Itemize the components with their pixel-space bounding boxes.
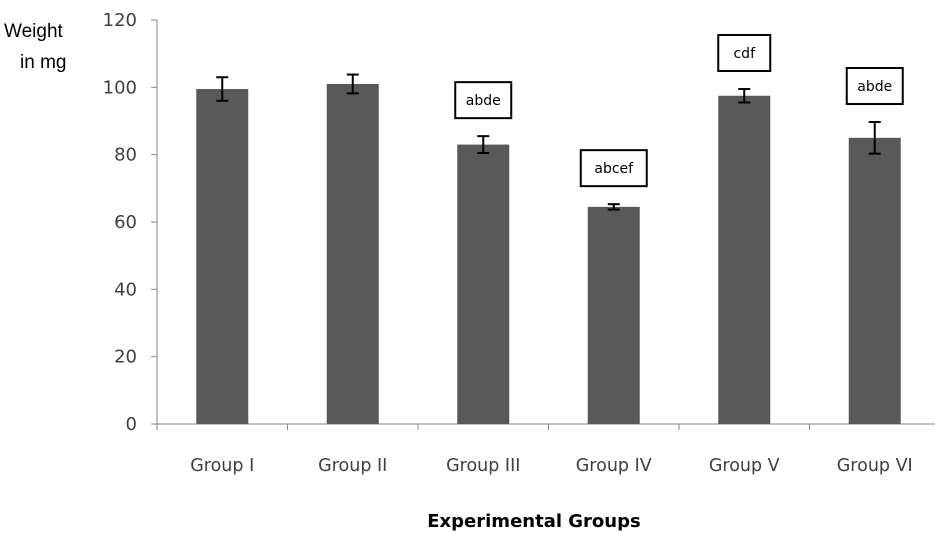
annotation-5: cdf [717, 34, 772, 73]
bar-3 [457, 144, 510, 425]
annotation-4: abcef [579, 149, 648, 188]
annotation-box [454, 81, 513, 120]
annotation-box [717, 34, 772, 73]
bar-6 [848, 137, 901, 425]
error-bar-5 [738, 88, 751, 104]
annotation-label: abde [466, 93, 501, 109]
error-bar-4 [607, 203, 620, 211]
y-axis-label-line-2: in mg [20, 52, 66, 73]
bars [196, 83, 901, 425]
annotation-box [845, 67, 904, 106]
y-tick-label: 20 [114, 347, 137, 368]
y-tick-label: 60 [114, 212, 137, 233]
axes: 0 20 40 60 80 100 120 Group I Group II Group III G… [103, 10, 935, 476]
x-tick-label: Group III [446, 456, 520, 476]
annotation-box [579, 149, 648, 188]
y-tick-label: 120 [103, 10, 137, 31]
annotation-6: abde [845, 67, 904, 106]
error-bar-6 [868, 121, 881, 155]
x-axis-title: Experimental Groups [427, 511, 640, 532]
bar-1 [196, 89, 249, 425]
error-bar-1 [216, 76, 229, 102]
x-tick-label: Group V [709, 456, 780, 476]
y-axis-label-line-1: Weight [4, 21, 64, 42]
x-tick-label: Group IV [576, 456, 652, 476]
bar-4 [587, 206, 640, 424]
error-bar-3 [477, 135, 490, 154]
error-bar-2 [346, 73, 359, 95]
annotations: abde abcef cdf abde [454, 34, 904, 188]
annotation-label: abcef [594, 161, 634, 177]
annotation-label: abde [857, 79, 892, 95]
bar-2 [326, 83, 379, 424]
x-tick-label: Group VI [837, 456, 913, 476]
y-tick-label: 100 [103, 77, 137, 98]
y-tick-label: 80 [114, 145, 137, 166]
y-tick-label: 0 [126, 414, 137, 435]
annotation-label: cdf [733, 46, 756, 62]
y-tick-label: 40 [114, 279, 137, 300]
annotation-3: abde [454, 81, 513, 120]
bar-5 [718, 95, 771, 424]
x-tick-label: Group II [318, 456, 387, 476]
x-tick-label: Group I [190, 456, 254, 476]
error-bars [216, 73, 881, 211]
